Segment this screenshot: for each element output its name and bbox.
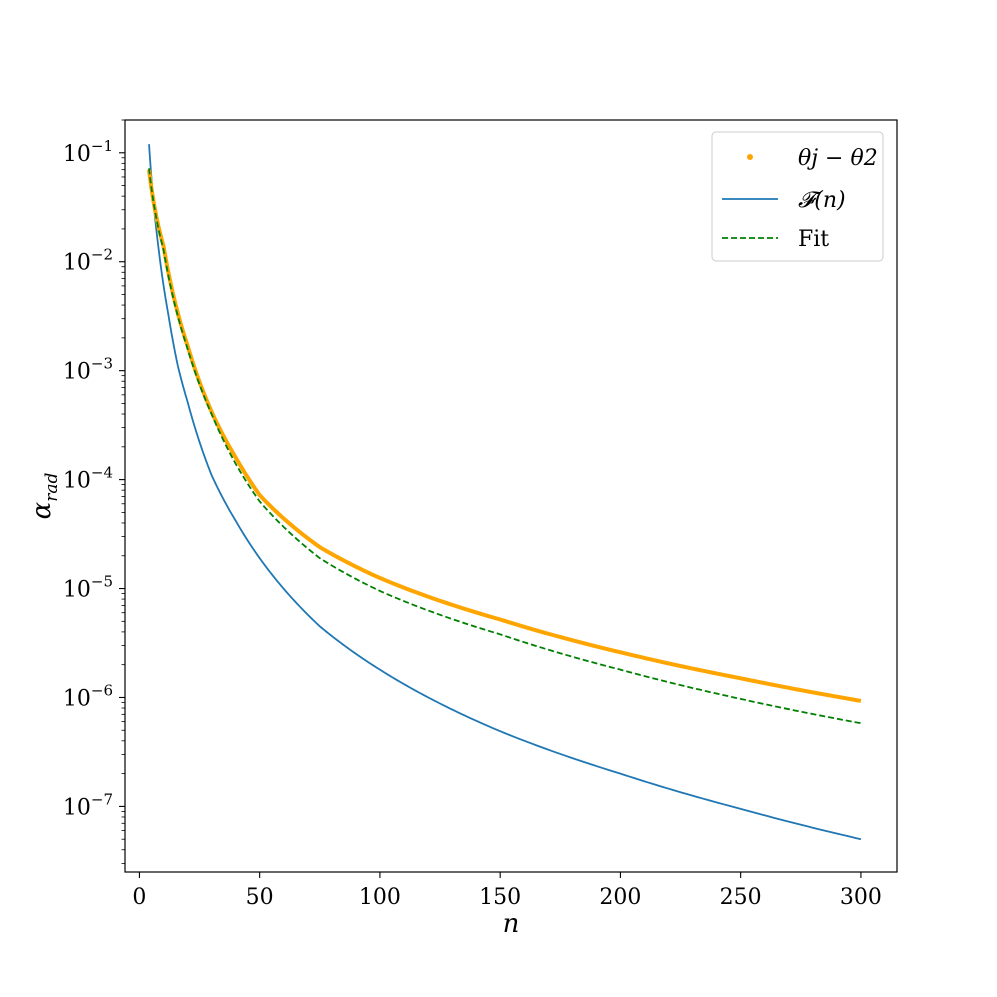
x-tick-label: 300: [840, 885, 882, 910]
plot-frame: [124, 119, 898, 873]
series-fit: [148, 168, 862, 725]
legend-box: [711, 131, 884, 262]
series-F-n: [148, 144, 862, 841]
x-tick-label: 150: [479, 885, 521, 910]
legend-label: Fit: [798, 227, 829, 252]
x-axis-title: n: [503, 909, 520, 939]
y-tick-label: 10−7: [63, 790, 113, 820]
x-tick-label: 0: [132, 885, 146, 910]
legend-marker-dot: [747, 154, 753, 160]
x-tick-label: 200: [599, 885, 641, 910]
x-tick-label: 250: [720, 885, 762, 910]
axes: 0 50 100 150 200 250 300 10−7 10−6 10−5 10−4 10−3 10…: [63, 119, 882, 910]
x-tick-label: 100: [359, 885, 401, 910]
legend: θj − θ2 𝓕(n) Fit: [711, 131, 884, 262]
series-layer: [147, 144, 862, 841]
y-tick-label: 10−4: [63, 464, 113, 494]
y-tick-label: 10−3: [63, 355, 113, 385]
y-tick-label: 10−2: [63, 246, 113, 276]
x-tick-label: 50: [246, 885, 274, 910]
legend-label: θj − θ2: [798, 146, 878, 171]
y-tick-label: 10−1: [63, 137, 113, 167]
y-tick-label: 10−6: [63, 681, 113, 711]
legend-label: 𝓕(n): [798, 188, 846, 213]
y-tick-label: 10−5: [63, 573, 113, 603]
